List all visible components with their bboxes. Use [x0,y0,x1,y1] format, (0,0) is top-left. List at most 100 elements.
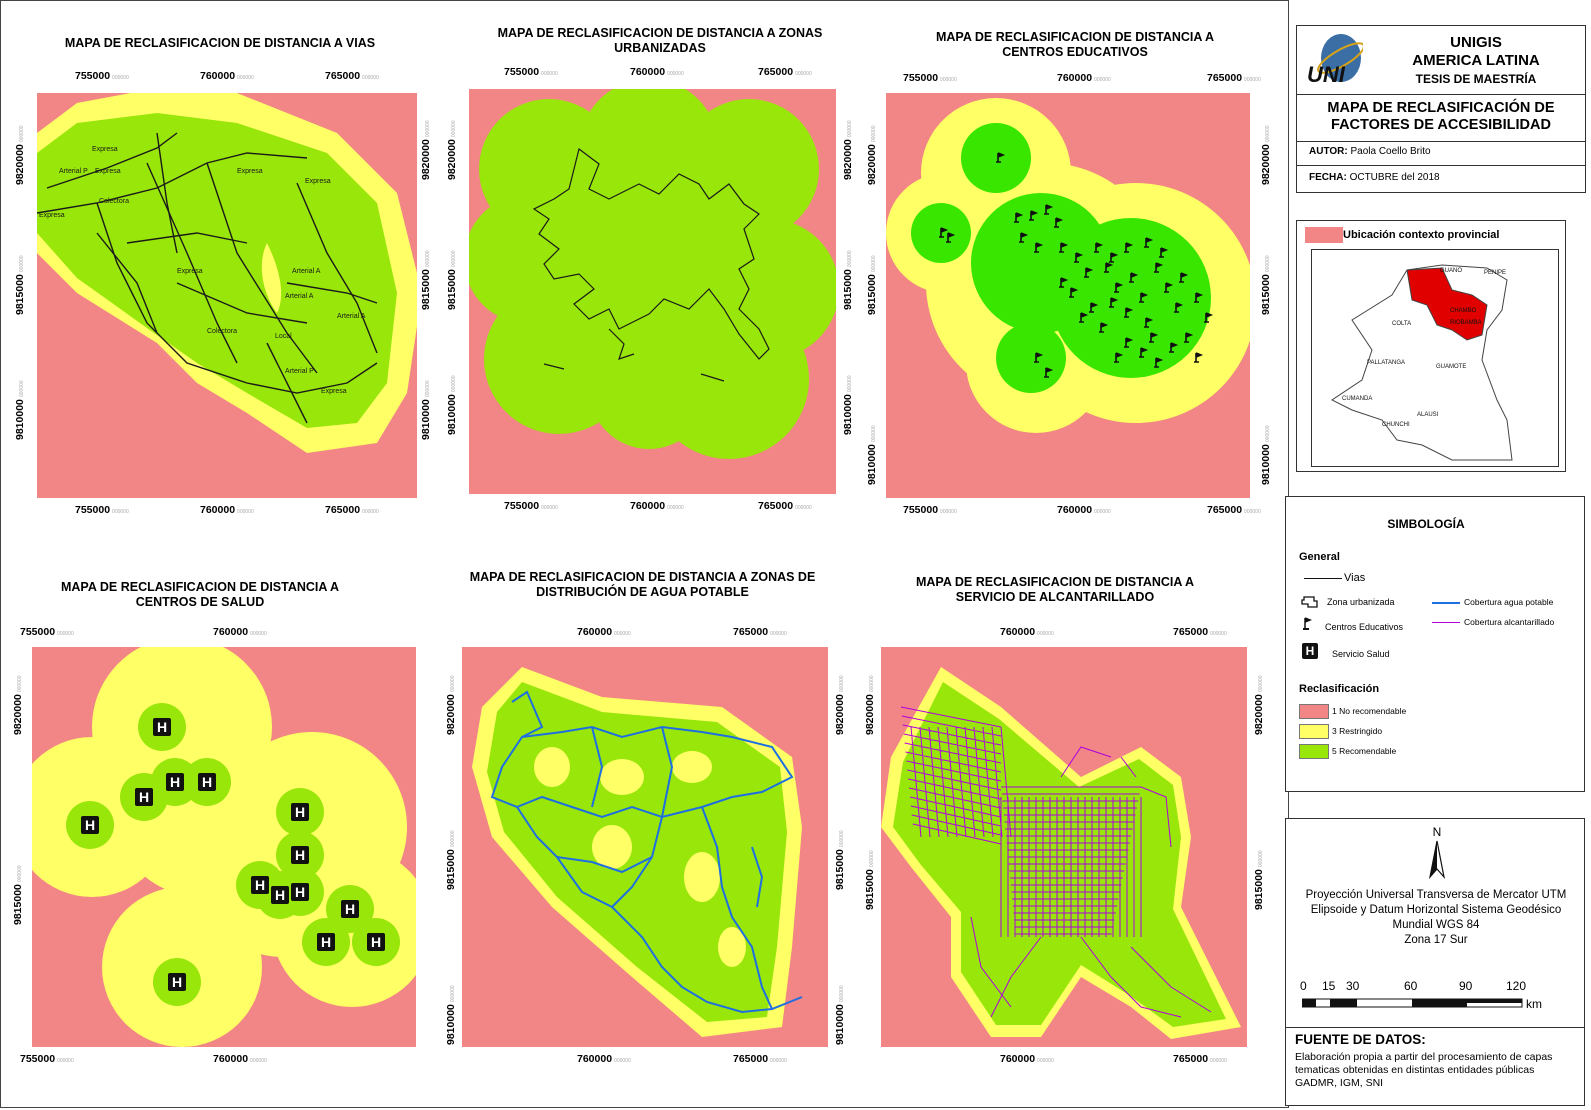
projection-line-3: Mundial WGS 84 [1392,919,1480,931]
x-tick-label: 755000 000000 [504,500,558,512]
map-zonas-svg [469,89,836,494]
school-flag-icon [1129,272,1139,283]
road-label: Expresa [305,178,331,185]
author-row: AUTOR: Paola Coello Brito [1309,146,1431,157]
road-labels: Expresa Arterial P Expresa Expresa Colec… [39,146,366,395]
svg-text:H: H [172,974,182,990]
x-tick-label: 755000 000000 [504,66,558,78]
place-label: GUAMOTE [1436,364,1466,370]
hospital-icon: H [168,973,186,991]
y-tick-label: 9815000000000 [12,865,24,925]
hospital-icon: H [291,883,309,901]
centros-educativos-points [939,152,1214,378]
date-value: OCTUBRE del 2018 [1349,172,1440,183]
unigis-line3: TESIS DE MAESTRÍA [1415,72,1537,86]
map-title-agua-potable: MAPA DE RECLASIFICACION DE DISTANCIA A Z… [469,570,816,599]
gap-area [261,243,282,313]
legend-reclass: Reclasificación [1299,683,1380,695]
x-tick-label: 760000 000000 [200,70,254,82]
svg-text:H: H [157,719,167,735]
source-title: FUENTE DE DATOS: [1295,1032,1426,1047]
x-tick-label: 760000 000000 [630,66,684,78]
roads-lines [37,132,378,424]
school-flag-icon [1159,247,1169,258]
x-tick-label: 765000 000000 [758,66,812,78]
svg-text:H: H [255,877,265,893]
road-label: Colectora [207,328,237,335]
road-label: Local [275,333,292,340]
school-flag-icon [1044,367,1054,378]
school-flag-icon [1114,282,1124,293]
school-flag-icon [1104,262,1114,273]
school-flag-icon [939,227,949,238]
school-flag-icon [1034,352,1044,363]
place-label: CHAMBO [1450,308,1477,314]
road-label: Expresa [39,212,65,219]
svg-text:H: H [170,774,180,790]
x-tick-label: 765000 000000 [733,1053,787,1065]
legend-educ-label: Centros Educativos [1325,622,1404,632]
hospital-icon: H [166,773,184,791]
unigis-line1: UNIGIS [1450,34,1502,51]
road-label: Arterial P [285,368,314,375]
scale-label: 15 [1322,979,1336,993]
road-label: Colectora [99,198,129,205]
x-tick-label: 765000 000000 [1207,504,1261,516]
map-agua-svg [462,647,828,1047]
legend-agua-line [1432,602,1460,604]
x-tick-label: 760000 000000 [1057,72,1111,84]
y-tick-label: 9820000000000 [14,125,26,185]
school-flag-icon [1149,332,1159,343]
svg-text:H: H [85,817,95,833]
y-tick-label: 9810000000000 [1260,425,1272,485]
projection-line-4: Zona 17 Sur [1404,934,1468,946]
y-tick-label: 9810000000000 [866,425,878,485]
y-tick-label: 9820000000000 [12,675,24,735]
school-flag-icon [1094,242,1104,253]
hospital-icon: H [271,886,289,904]
water-network [490,690,803,1014]
school-flag-icon [1124,307,1134,318]
class-5-area [911,123,1211,393]
x-tick-label: 765000 000000 [1173,626,1227,638]
hospital-icon: H [367,933,385,951]
hospital-icon: H [251,876,269,894]
x-tick-label: 765000 000000 [1207,72,1261,84]
logo-text: UNI [1307,62,1346,87]
scale-unit: km [1526,997,1542,1011]
scale-label: 0 [1300,979,1307,993]
hospital-icon: H [291,846,309,864]
y-tick-label: 9810000000000 [445,985,457,1045]
x-tick-label: 765000 000000 [758,500,812,512]
legend-vias-label: Vias [1344,572,1366,584]
school-flag-icon [1089,302,1099,313]
road-label: Expresa [95,168,121,175]
x-tick-label: 760000 000000 [577,626,631,638]
scale-label: 60 [1404,979,1418,993]
svg-text:H: H [345,901,355,917]
x-tick-label: 760000 000000 [630,500,684,512]
y-tick-label: 9810000000000 [834,985,846,1045]
legend-alc-line [1432,622,1460,623]
map-alcantarillado [881,647,1247,1047]
north-arrow: N [1422,825,1452,881]
date-row: FECHA: OCTUBRE del 2018 [1309,172,1440,183]
divider [1297,165,1585,166]
sewer-lines [900,706,1212,1018]
school-flag-icon [1029,210,1039,221]
place-label: COLTA [1392,321,1411,327]
y-tick-label: 9820000000000 [1260,125,1272,185]
map-zonas-urbanizadas [469,89,836,494]
hospital-icon: H [291,803,309,821]
school-flag-icon [1154,357,1164,368]
y-tick-label: 9815000000000 [446,250,458,310]
school-flag-icon [1079,312,1089,323]
school-flag-icon [1169,342,1179,353]
y-tick-label: 9810000000000 [420,380,432,440]
road-label: Arterial A [337,313,366,320]
y-tick-label: 9815000000000 [1260,255,1272,315]
road-label: Expresa [237,168,263,175]
map-title-vias: MAPA DE RECLASIFICACION DE DISTANCIA A V… [64,36,376,50]
school-flag-icon [1074,252,1084,263]
